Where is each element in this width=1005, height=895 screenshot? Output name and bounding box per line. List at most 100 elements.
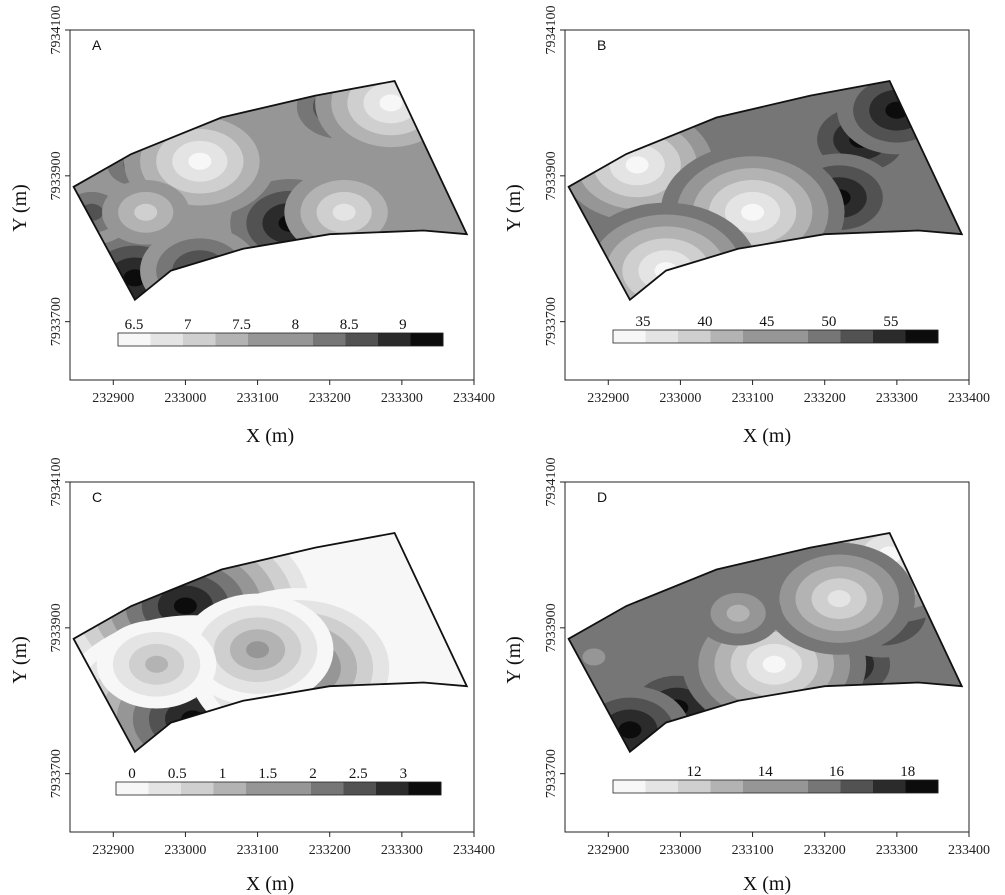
x-tick-label: 233000 xyxy=(659,391,701,406)
hotspot-ring xyxy=(827,590,851,608)
contour-field xyxy=(568,533,962,752)
x-tick-label: 233400 xyxy=(948,391,990,406)
panel-label: B xyxy=(597,37,606,53)
colorbar-swatch xyxy=(150,333,184,346)
colorbar-swatch xyxy=(645,780,679,793)
field-boundary xyxy=(72,79,469,302)
colorbar-label: 9 xyxy=(399,317,407,333)
colorbar-swatch xyxy=(408,782,442,795)
colorbar-label: 16 xyxy=(829,764,845,780)
hotspot-ring xyxy=(582,648,606,666)
colorbar-label: 35 xyxy=(636,314,651,330)
colorbar-label: 45 xyxy=(759,314,774,330)
colorbar-frame xyxy=(612,329,939,344)
colorbar-label: 0 xyxy=(128,766,136,782)
colorbar-swatch xyxy=(116,782,149,795)
plot-frame xyxy=(564,29,970,381)
colorbar-label: 8 xyxy=(292,317,300,333)
plot-frame xyxy=(69,481,475,833)
plot-frame xyxy=(564,481,970,833)
colorbar-swatch xyxy=(710,780,744,793)
y-tick-label: 7933900 xyxy=(544,151,559,200)
x-tick-label: 233300 xyxy=(381,391,423,406)
y-tick-label: 7933900 xyxy=(49,151,64,200)
x-tick-label: 233300 xyxy=(876,843,918,858)
y-tick-label: 7933700 xyxy=(49,749,64,798)
colorbar-label: 6.5 xyxy=(125,317,144,333)
x-tick-label: 233300 xyxy=(381,843,423,858)
hotspot-ring xyxy=(625,156,649,174)
x-tick-label: 232900 xyxy=(587,391,629,406)
colorbar-swatch xyxy=(873,330,906,343)
colorbar-swatch xyxy=(613,780,646,793)
x-axis-label: X (m) xyxy=(743,425,791,447)
field-boundary xyxy=(72,531,469,754)
colorbar-label: 7 xyxy=(184,317,192,333)
panel-d: D X (m) Y (m) 232900 233000 233100 233200 23… xyxy=(503,458,990,895)
colorbar-swatch xyxy=(183,333,216,346)
colorbar-swatch xyxy=(378,333,411,346)
hotspot-ring xyxy=(188,152,212,170)
colorbar-swatch xyxy=(645,330,679,343)
x-tick-label: 233200 xyxy=(804,391,846,406)
hotspot-ring xyxy=(762,655,786,673)
y-tick-label: 7933700 xyxy=(49,297,64,346)
colorbar-swatch xyxy=(678,780,711,793)
contour-field xyxy=(73,81,467,300)
colorbar-label: 14 xyxy=(758,764,774,780)
x-axis-label: X (m) xyxy=(246,873,294,895)
hotspot-ring xyxy=(246,641,270,659)
x-tick-label: 232900 xyxy=(587,843,629,858)
colorbar-swatch xyxy=(278,782,312,795)
hotspot-ring xyxy=(134,203,158,221)
hotspot-ring xyxy=(741,203,765,221)
panel-b: B X (m) Y (m) 232900 233000 233100 233200 23… xyxy=(503,6,990,448)
colorbar-swatch xyxy=(840,780,874,793)
colorbar-swatch xyxy=(148,782,182,795)
x-tick-label: 233100 xyxy=(732,843,774,858)
colorbar-swatch xyxy=(775,780,809,793)
colorbar-label: 1.5 xyxy=(258,766,277,782)
panel-a: A X (m) Y (m) 232900 233000 233100 233200 23… xyxy=(9,6,495,448)
contour-field xyxy=(568,81,962,300)
colorbar-swatch xyxy=(905,330,939,343)
colorbar-label: 12 xyxy=(687,764,702,780)
colorbar-swatch xyxy=(743,780,776,793)
panel-label: C xyxy=(92,489,102,505)
hotspot-ring xyxy=(332,203,356,221)
colorbar-swatch xyxy=(345,333,379,346)
colorbar-label: 55 xyxy=(883,314,898,330)
colorbar-label: 2.5 xyxy=(349,766,368,782)
colorbar: 6.5 7 7.5 8 8.5 9 xyxy=(117,317,444,347)
y-axis-label: Y (m) xyxy=(9,636,31,684)
hotspot-ring xyxy=(726,604,750,622)
y-tick-label: 7933700 xyxy=(544,749,559,798)
y-axis-label: Y (m) xyxy=(9,184,31,232)
colorbar-swatch xyxy=(248,333,281,346)
hotspot-ring xyxy=(885,101,909,119)
colorbar-swatch xyxy=(808,780,841,793)
y-tick-label: 7933700 xyxy=(544,297,559,346)
colorbar-label: 8.5 xyxy=(340,317,359,333)
colorbar-label: 18 xyxy=(900,764,915,780)
y-tick-label: 7933900 xyxy=(49,603,64,652)
colorbar: 35 40 45 50 55 xyxy=(612,314,939,344)
field-boundary xyxy=(567,531,964,754)
colorbar: 12 14 16 18 xyxy=(612,764,939,794)
colorbar-label: 1 xyxy=(219,766,227,782)
colorbar-swatch xyxy=(246,782,279,795)
colorbar-label: 3 xyxy=(400,766,408,782)
plot-frame xyxy=(69,29,475,381)
colorbar-swatch xyxy=(678,330,711,343)
colorbar-swatch xyxy=(313,333,346,346)
x-tick-label: 233000 xyxy=(164,843,206,858)
colorbar-swatch xyxy=(873,780,906,793)
x-tick-label: 233200 xyxy=(309,843,351,858)
hotspot-ring xyxy=(379,94,403,112)
colorbar-swatch xyxy=(376,782,409,795)
x-tick-label: 233100 xyxy=(237,843,279,858)
colorbar-swatch xyxy=(215,333,249,346)
y-tick-label: 7934100 xyxy=(49,6,64,55)
y-tick-label: 7934100 xyxy=(49,458,64,507)
x-tick-label: 233400 xyxy=(453,391,495,406)
